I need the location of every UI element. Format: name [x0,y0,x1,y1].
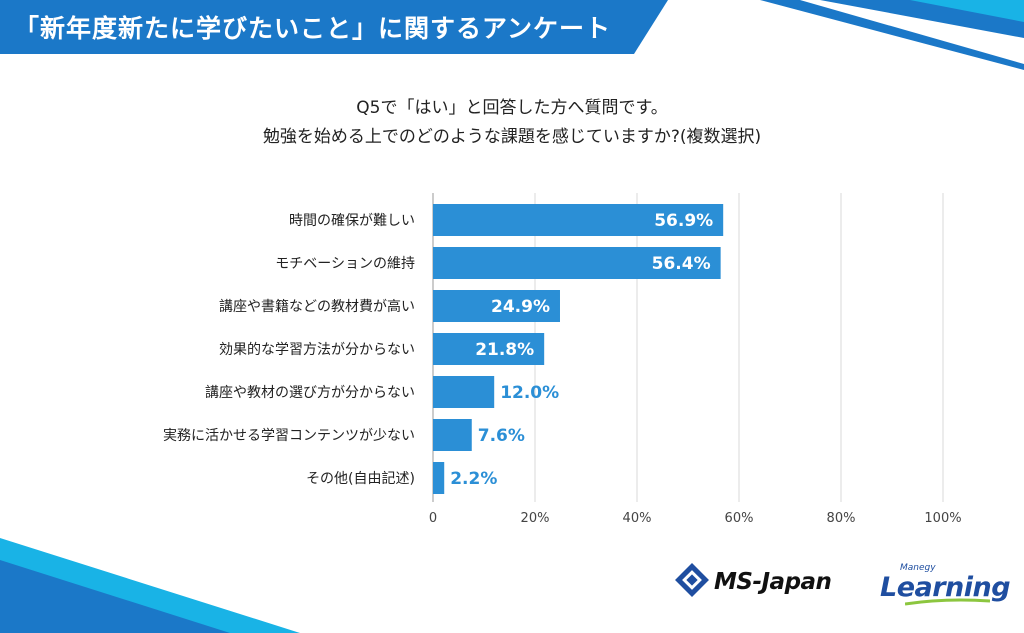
bar-value-label: 21.8% [475,340,534,360]
x-tick-label: 60% [725,511,754,526]
ms-japan-logo: MS-Japan [714,569,832,595]
bar [433,376,495,408]
x-tick-label: 100% [924,511,961,526]
category-label: 時間の確保が難しい [289,213,415,229]
bar-value-label: 56.4% [652,254,711,274]
decorative-stripes-top [760,0,1024,70]
category-label: その他(自由記述) [306,471,415,487]
manegy-logo-small: Manegy [900,563,936,573]
category-label: 効果的な学習方法が分からない [219,342,415,358]
bar [433,462,445,494]
manegy-learning-logo: Learning [880,572,1011,603]
header-banner [0,0,668,54]
x-tick-label: 80% [827,511,856,526]
bar [433,247,721,279]
bar-value-label: 12.0% [500,383,559,403]
category-label: 講座や教材の選び方が分からない [205,385,415,401]
bar-value-label: 2.2% [450,469,497,489]
bar [433,419,472,451]
bar-value-label: 56.9% [654,211,713,231]
ms-japan-logo-icon [675,563,709,597]
category-label: 実務に活かせる学習コンテンツが少ない [163,428,415,444]
bar [433,333,545,365]
bar [433,204,724,236]
category-label: モチベーションの維持 [275,256,415,272]
x-tick-label: 40% [623,511,652,526]
x-tick-label: 20% [521,511,550,526]
question-line-2: 勉強を始める上でのどのような課題を感じていますか?(複数選択) [262,127,762,147]
bar [433,290,560,322]
manegy-logo-underline [905,598,990,606]
bar-value-label: 24.9% [491,297,550,317]
category-label: 講座や書籍などの教材費が高い [219,299,415,315]
question-line-1: Q5で「はい」と回答した方へ質問です。 [356,98,668,118]
decorative-stripes-bottom [0,538,300,633]
bar-value-label: 7.6% [478,426,525,446]
page-title: 「新年度新たに学びたいこと」に関するアンケート [14,14,612,43]
x-tick-label: 0 [429,511,437,526]
